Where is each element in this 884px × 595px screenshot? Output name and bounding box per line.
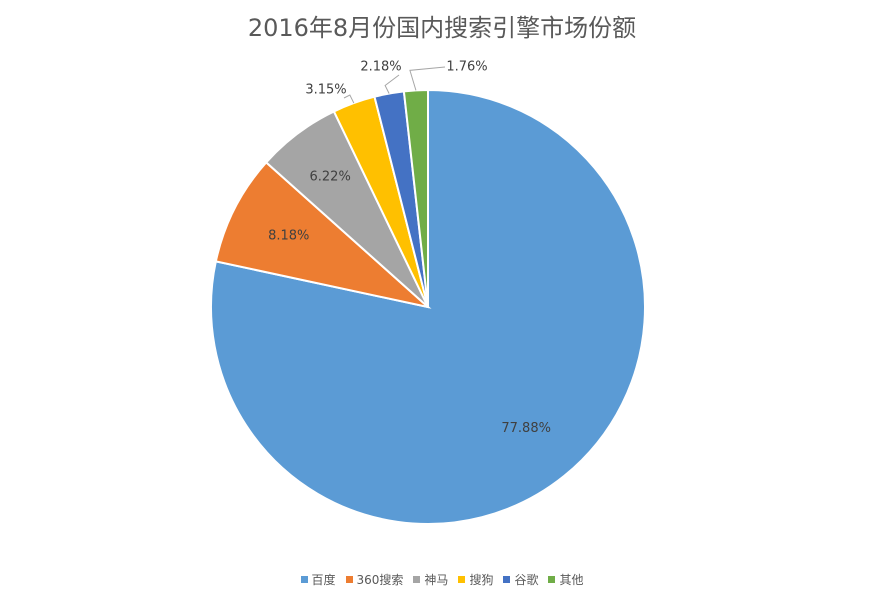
legend-label-3: 搜狗 — [469, 573, 494, 587]
legend-item-1: 360搜索 — [345, 571, 404, 588]
legend-label-4: 谷歌 — [514, 573, 539, 587]
legend-item-2: 神马 — [413, 571, 448, 588]
leader-lines — [343, 66, 446, 104]
pie-slice-5 — [402, 88, 429, 308]
chart-title: 2016年8月份国内搜索引擎市场份额 — [247, 14, 637, 42]
legend-item-0: 百度 — [300, 571, 336, 588]
legend-swatch-5 — [548, 576, 556, 583]
leader-line-4 — [384, 74, 400, 94]
leader-line-5 — [409, 66, 446, 91]
pie-slices — [210, 88, 646, 525]
data-label-0: 77.88% — [501, 421, 551, 436]
legend-label-2: 神马 — [424, 573, 449, 587]
legend: 百度 360搜索 神马 搜狗 谷歌 其他 — [0, 571, 884, 588]
legend-label-1: 360搜索 — [356, 573, 404, 587]
legend-label-5: 其他 — [559, 573, 584, 587]
legend-swatch-0 — [300, 576, 308, 583]
leader-line-3 — [343, 94, 355, 104]
pie-slice-1 — [214, 161, 432, 309]
data-label-1: 8.18% — [268, 229, 309, 244]
data-labels: 77.88% 8.18% 6.22% 3.15% 2.18% 1.76% — [268, 60, 551, 437]
data-label-2: 6.22% — [310, 169, 351, 184]
legend-item-3: 搜狗 — [458, 571, 493, 588]
legend-swatch-4 — [503, 576, 511, 583]
legend-label-0: 百度 — [311, 573, 336, 587]
legend-swatch-2 — [413, 576, 421, 583]
legend-item-5: 其他 — [548, 571, 583, 588]
legend-swatch-3 — [458, 576, 466, 583]
data-label-5: 1.76% — [446, 60, 487, 75]
data-label-4: 2.18% — [360, 60, 401, 75]
legend-swatch-1 — [345, 576, 353, 583]
legend-item-4: 谷歌 — [503, 571, 538, 588]
data-label-3: 3.15% — [305, 83, 346, 98]
